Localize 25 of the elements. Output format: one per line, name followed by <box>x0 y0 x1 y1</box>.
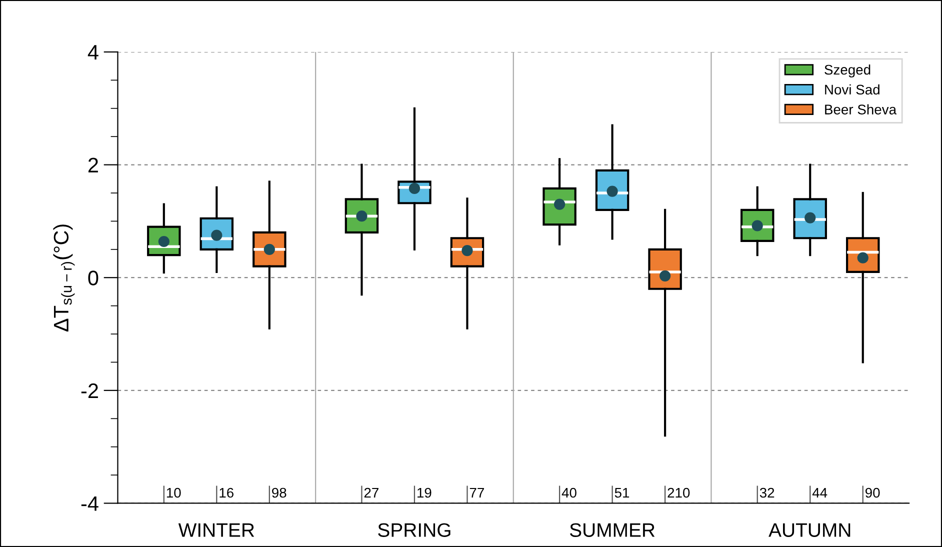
x-tick-label: AUTUMN <box>768 523 850 537</box>
annotation: 44 <box>812 488 828 498</box>
y-tick-label: -2 <box>81 383 98 398</box>
y-tick-label: -4 <box>81 496 98 511</box>
legend-label: Szeged <box>824 64 870 78</box>
annotation: 98 <box>272 488 286 498</box>
legend-label: Beer Sheva <box>825 104 897 114</box>
y-tick-label: 0 <box>88 270 98 286</box>
annotation: 19 <box>418 488 432 498</box>
x-tick-label: SPRING <box>378 523 450 537</box>
x-tick-label: WINTER <box>178 523 254 537</box>
legend-label: Novi Sad <box>825 84 880 95</box>
annotation: 40 <box>562 488 576 498</box>
annotation: 10 <box>166 488 181 498</box>
y-tick-label: 2 <box>88 158 98 172</box>
annotation: 90 <box>866 488 880 498</box>
annotation: 27 <box>364 488 378 498</box>
annotation: 77 <box>470 488 484 498</box>
x-tick-label: SUMMER <box>570 523 655 537</box>
annotation: 16 <box>220 488 234 498</box>
annotation: 210 <box>668 488 690 498</box>
y-axis-title: ΔT$_{s(u−r)}$(°C) <box>53 224 75 332</box>
y-tick-label: 4 <box>88 45 98 60</box>
annotation: 32 <box>760 488 774 498</box>
annotation: 51 <box>614 488 630 498</box>
